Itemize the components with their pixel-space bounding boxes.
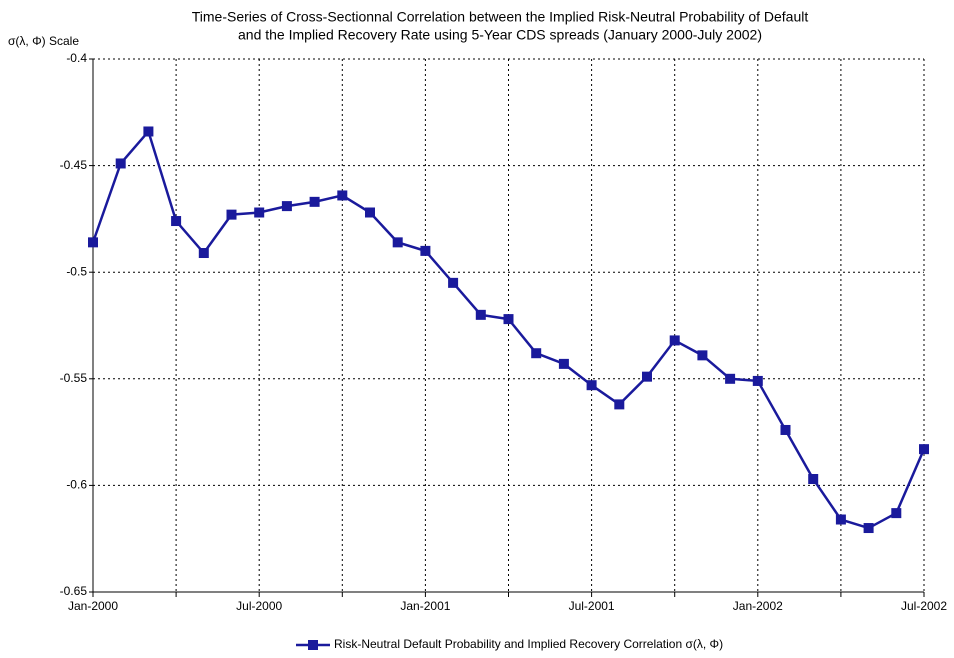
y-axis-label: σ(λ, Φ) Scale <box>8 34 79 48</box>
point-marker <box>669 335 680 346</box>
point-marker <box>365 207 375 218</box>
point-marker <box>614 399 625 410</box>
x-tick-label: Jan-2002 <box>733 599 783 613</box>
x-tick-label: Jan-2001 <box>400 599 450 613</box>
legend-marker <box>308 640 318 650</box>
x-tick-label: Jul-2001 <box>569 599 615 613</box>
x-tick-label: Jul-2002 <box>901 599 947 613</box>
point-marker <box>448 277 459 288</box>
point-marker <box>115 158 126 169</box>
point-marker <box>392 237 403 248</box>
point-marker <box>558 358 569 369</box>
point-marker <box>531 348 542 359</box>
point-marker <box>835 514 846 525</box>
point-marker <box>752 375 763 386</box>
point-marker <box>198 248 209 259</box>
point-marker <box>919 444 929 455</box>
point-marker <box>808 474 819 485</box>
y-tick-label: -0.4 <box>66 51 87 65</box>
point-marker <box>725 373 736 384</box>
chart-title: and the Implied Recovery Rate using 5-Ye… <box>238 27 762 43</box>
point-marker <box>281 201 292 212</box>
x-tick-label: Jul-2000 <box>236 599 282 613</box>
point-marker <box>503 314 514 325</box>
point-marker <box>337 190 348 201</box>
point-marker <box>309 196 320 207</box>
x-tick-label: Jan-2000 <box>68 599 118 613</box>
point-marker <box>863 523 874 534</box>
y-tick-label: -0.6 <box>66 478 87 492</box>
point-marker <box>586 380 597 391</box>
point-marker <box>143 126 154 137</box>
point-marker <box>475 309 486 320</box>
point-marker <box>891 508 902 519</box>
point-marker <box>254 207 265 218</box>
legend-label: Risk-Neutral Default Probability and Imp… <box>334 637 723 651</box>
point-marker <box>171 216 182 227</box>
y-tick-label: -0.5 <box>66 264 87 278</box>
y-tick-label: -0.55 <box>60 371 88 385</box>
point-marker <box>420 245 431 256</box>
point-marker <box>642 371 652 382</box>
y-tick-label: -0.45 <box>60 158 88 172</box>
point-marker <box>697 350 708 361</box>
point-marker <box>88 237 98 248</box>
point-marker <box>780 424 791 435</box>
y-tick-label: -0.65 <box>60 584 88 598</box>
chart-title: Time-Series of Cross-Sectionnal Correlat… <box>192 9 809 25</box>
point-marker <box>226 209 237 220</box>
